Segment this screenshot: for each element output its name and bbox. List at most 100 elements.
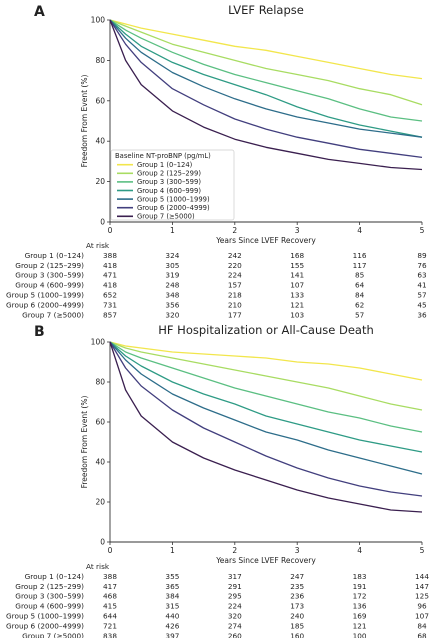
x-tick-label: 2 <box>232 546 237 555</box>
at-risk-value: 468 <box>103 592 117 601</box>
at-risk-value: 365 <box>165 582 179 591</box>
at-risk-value: 160 <box>290 631 304 638</box>
at-risk-value: 320 <box>165 310 179 319</box>
legend-entry: Group 6 (2000–4999) <box>137 204 210 212</box>
x-tick-label: 1 <box>170 226 175 235</box>
at-risk-value: 224 <box>228 602 242 611</box>
chart-title: LVEF Relapse <box>228 3 304 17</box>
at-risk-value: 242 <box>228 251 242 260</box>
at-risk-row-label: Group 3 (300–599) <box>15 592 84 601</box>
series-line-group-5 <box>109 19 423 138</box>
y-tick-label: 0 <box>100 538 105 547</box>
x-tick-label: 3 <box>295 226 300 235</box>
at-risk-value: 136 <box>353 602 367 611</box>
y-tick-label: 60 <box>95 418 105 427</box>
legend-entry: Group 7 (≥5000) <box>137 213 195 221</box>
at-risk-value: 191 <box>353 582 367 591</box>
x-tick-label: 0 <box>108 546 113 555</box>
at-risk-value: 731 <box>103 300 117 309</box>
at-risk-value: 76 <box>417 261 427 270</box>
x-tick-label: 2 <box>232 226 237 235</box>
legend-title: Baseline NT-proBNP (pg/mL) <box>115 152 211 160</box>
x-axis-label: Years Since LVEF Recovery <box>215 236 316 245</box>
at-risk-value: 838 <box>103 631 117 638</box>
panel-letter: B <box>34 324 45 340</box>
at-risk-value: 355 <box>165 572 179 581</box>
at-risk-value: 291 <box>228 582 242 591</box>
at-risk-value: 155 <box>290 261 304 270</box>
at-risk-value: 121 <box>353 621 367 630</box>
at-risk-value: 89 <box>417 251 427 260</box>
legend-entry: Group 5 (1000–1999) <box>137 195 210 203</box>
at-risk-value: 397 <box>165 631 179 638</box>
at-risk-value: 185 <box>290 621 304 630</box>
y-tick-label: 60 <box>95 96 105 105</box>
at-risk-value: 440 <box>165 612 179 621</box>
at-risk-row-label: Group 5 (1000–1999) <box>6 291 84 300</box>
at-risk-value: 388 <box>103 572 117 581</box>
at-risk-value: 57 <box>355 310 365 319</box>
at-risk-value: 85 <box>355 271 364 280</box>
at-risk-row-label: Group 4 (600–999) <box>15 281 84 290</box>
at-risk-value: 356 <box>165 300 179 309</box>
at-risk-row-label: Group 5 (1000–1999) <box>6 612 84 621</box>
at-risk-value: 157 <box>228 281 242 290</box>
at-risk-value: 96 <box>417 602 427 611</box>
series-line-group-6 <box>109 19 423 159</box>
legend-entry: Group 1 (0–124) <box>137 161 193 169</box>
series-line-group-2 <box>109 341 423 411</box>
at-risk-value: 260 <box>228 631 242 638</box>
y-tick-label: 100 <box>91 338 106 347</box>
y-tick-label: 20 <box>95 498 105 507</box>
at-risk-value: 62 <box>355 300 364 309</box>
series-line-group-1 <box>109 341 423 381</box>
x-tick-label: 0 <box>108 226 113 235</box>
x-tick-label: 5 <box>420 226 425 235</box>
legend-entry: Group 4 (600–999) <box>137 187 201 195</box>
at-risk-value: 41 <box>417 281 426 290</box>
at-risk-value: 84 <box>417 621 427 630</box>
at-risk-value: 172 <box>353 592 367 601</box>
at-risk-value: 315 <box>165 602 179 611</box>
at-risk-value: 103 <box>290 310 304 319</box>
y-tick-label: 0 <box>100 218 105 227</box>
x-tick-label: 1 <box>170 546 175 555</box>
at-risk-value: 247 <box>290 572 304 581</box>
x-tick-label: 3 <box>295 546 300 555</box>
at-risk-value: 169 <box>353 612 367 621</box>
at-risk-value: 388 <box>103 251 117 260</box>
at-risk-value: 235 <box>290 582 304 591</box>
at-risk-value: 107 <box>290 281 304 290</box>
at-risk-value: 107 <box>415 612 429 621</box>
x-tick-label: 4 <box>357 226 362 235</box>
series-line-group-4 <box>109 341 423 453</box>
at-risk-row-label: Group 4 (600–999) <box>15 602 84 611</box>
at-risk-row-label: Group 2 (125–299) <box>15 261 84 270</box>
at-risk-value: 236 <box>290 592 304 601</box>
at-risk-value: 141 <box>290 271 304 280</box>
at-risk-value: 64 <box>355 281 365 290</box>
at-risk-value: 324 <box>165 251 179 260</box>
at-risk-value: 384 <box>165 592 179 601</box>
at-risk-value: 240 <box>290 612 304 621</box>
at-risk-value: 133 <box>290 291 304 300</box>
at-risk-row-label: Group 1 (0–124) <box>25 572 85 581</box>
at-risk-value: 100 <box>353 631 367 638</box>
at-risk-row-label: Group 1 (0–124) <box>25 251 85 260</box>
at-risk-row-label: Group 2 (125–299) <box>15 582 84 591</box>
y-tick-label: 80 <box>95 378 105 387</box>
legend-box <box>110 149 235 221</box>
at-risk-value: 84 <box>355 291 365 300</box>
at-risk-value: 317 <box>228 572 242 581</box>
at-risk-value: 415 <box>103 602 117 611</box>
at-risk-value: 125 <box>415 592 429 601</box>
at-risk-value: 36 <box>417 310 427 319</box>
at-risk-value: 305 <box>165 261 179 270</box>
at-risk-value: 121 <box>290 300 304 309</box>
at-risk-value: 721 <box>103 621 117 630</box>
at-risk-row-label: Group 6 (2000–4999) <box>6 300 84 309</box>
series-line-group-3 <box>109 341 423 433</box>
series-line-group-7 <box>109 341 423 513</box>
series-line-group-1 <box>109 19 423 80</box>
